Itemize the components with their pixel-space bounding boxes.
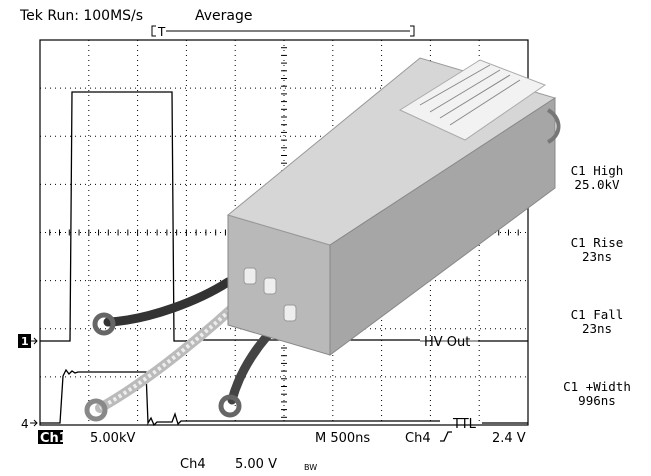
measurement-name: C1 Rise	[571, 235, 624, 250]
status-trigger-level: 2.4 V	[492, 431, 526, 446]
measurement-value: 25.0kV	[574, 177, 620, 192]
ttl-label: TTL	[452, 417, 477, 432]
measurement-name: C1 Fall	[571, 307, 624, 322]
run-status: Tek Run: 100MS/s	[19, 8, 143, 24]
trigger-bar: T	[152, 25, 414, 39]
status-ch1-scale: 5.00kV	[90, 431, 135, 446]
status-ch4-scale: 5.00 V	[235, 457, 277, 472]
status-bandwidth: BW	[304, 463, 317, 472]
measurement-name: C1 High	[571, 163, 624, 178]
trigger-slope	[440, 432, 452, 441]
acq-mode: Average	[195, 8, 253, 24]
measurement-value: 23ns	[582, 321, 612, 336]
scope-screen: Tek Run: 100MS/s Average T HV Out TTL 1 …	[0, 0, 651, 476]
measurement-value: 996ns	[578, 393, 616, 408]
measurement-value: 23ns	[582, 249, 612, 264]
ch4-marker: 4	[21, 417, 37, 431]
measurement-name: C1 +Width	[563, 379, 631, 394]
status-trigger-source: Ch4	[405, 431, 431, 446]
hv-label: HV Out	[424, 335, 470, 350]
trigger-marker: T	[157, 25, 166, 39]
status-ch4: Ch4	[180, 457, 206, 472]
status-timebase: M 500ns	[315, 431, 370, 446]
status-ch1: Ch1	[40, 431, 68, 446]
ch1-marker-label: 1	[21, 335, 29, 348]
product-photo	[87, 58, 559, 419]
ch1-marker: 1	[18, 334, 37, 348]
ch4-marker-label: 4	[21, 417, 29, 431]
